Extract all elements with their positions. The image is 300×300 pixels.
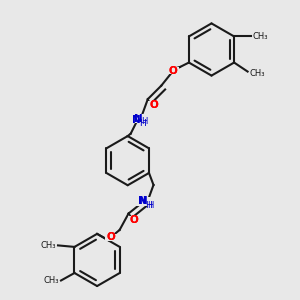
Bar xyxy=(148,101,160,109)
Text: O: O xyxy=(169,66,178,76)
Text: O: O xyxy=(106,232,115,242)
Text: N: N xyxy=(134,114,142,124)
Text: H: H xyxy=(147,201,153,210)
Bar xyxy=(128,216,140,224)
Text: N: N xyxy=(138,196,146,206)
Text: O: O xyxy=(129,215,138,225)
Text: H: H xyxy=(142,117,148,126)
Text: CH₃: CH₃ xyxy=(252,32,268,41)
Text: H: H xyxy=(145,201,152,210)
Text: CH₃: CH₃ xyxy=(249,69,265,78)
Text: N: N xyxy=(139,196,148,206)
Text: H: H xyxy=(139,119,146,128)
Bar xyxy=(167,67,179,74)
Bar xyxy=(105,234,117,241)
Bar xyxy=(136,197,151,206)
Text: O: O xyxy=(169,66,178,76)
Text: O: O xyxy=(129,215,138,225)
Text: CH₃: CH₃ xyxy=(44,276,59,285)
Bar xyxy=(131,114,146,123)
Text: O: O xyxy=(106,232,115,242)
Text: O: O xyxy=(149,100,158,110)
Text: CH₃: CH₃ xyxy=(41,241,56,250)
Text: O: O xyxy=(149,100,158,110)
Text: N: N xyxy=(132,115,141,125)
